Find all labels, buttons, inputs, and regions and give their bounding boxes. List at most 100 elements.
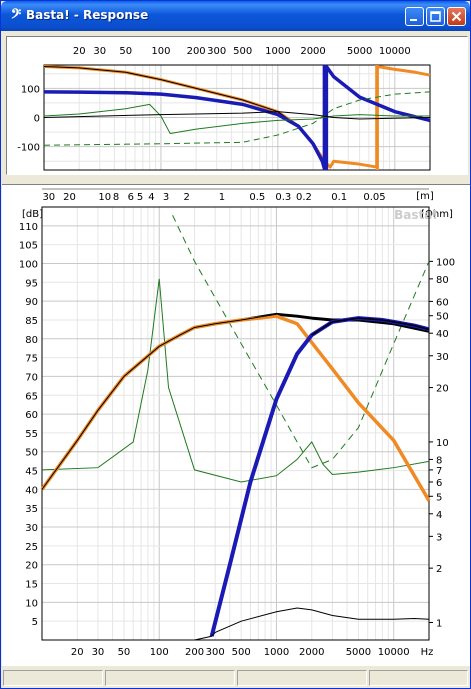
wavelength-tick-label: 0.1 [331,192,347,203]
impedance-dashed-curve [172,215,430,469]
phase-chart[interactable]: 20 30 50 100 200 300 500 1000 2000 5000 100001000-… [7,37,467,174]
phase-freq-tick-label: 20 [73,46,86,57]
wavelength-tick-label: 6 [128,192,134,203]
response-freq-tick-label: 50 [118,647,131,658]
phase-freq-tick-label: 200 [187,46,206,57]
wavelength-tick-label: 30 [42,192,55,203]
db-tick-label: 90 [25,297,38,308]
response-freq-tick-label: 5000 [346,647,371,658]
db-tick-label: 40 [25,485,38,496]
phase-freq-tick-label: 100 [151,46,170,57]
ohm-tick-label: 80 [436,275,449,286]
response-freq-tick-label: 2000 [299,647,324,658]
response-chart[interactable]: [dB] [Ohm] [m] Basta! Hz 30 20 10 8 6 5 4 3 2 1 0.… [2,185,470,666]
db-tick-label: 65 [25,391,38,402]
top-axis-unit: [m] [416,191,434,202]
ohm-tick-label: 3 [436,532,442,543]
response-freq-tick-label: 10000 [378,647,410,658]
ohm-tick-label: 100 [436,257,455,268]
db-tick-label: 5 [32,617,38,628]
phase-y-tick-label: -100 [17,143,40,154]
db-tick-label: 105 [19,241,38,252]
db-tick-label: 35 [25,504,38,515]
response-freq-tick-label: 20 [71,647,84,658]
wavelength-tick-label: 0.2 [296,192,312,203]
sum-response-line [41,313,277,490]
phase-impedance-dashed-line [43,91,431,146]
ohm-tick-label: 2 [436,564,442,575]
phase-freq-tick-label: 2000 [300,46,325,57]
maximize-button[interactable] [426,7,445,26]
wavelength-tick-label: 20 [63,192,76,203]
wavelength-tick-label: 5 [137,192,143,203]
status-cell-2 [105,670,235,686]
db-tick-label: 50 [25,448,38,459]
phase-freq-tick-label: 500 [233,46,252,57]
response-freq-tick-label: 500 [232,647,251,658]
phase-y-tick-label: 100 [21,84,40,95]
maximize-icon [430,11,441,22]
ohm-tick-label: 1 [436,619,442,630]
db-tick-label: 45 [25,467,38,478]
wavelength-tick-label: 10 [98,192,111,203]
db-tick-label: 75 [25,354,38,365]
ohm-tick-label: 40 [436,329,449,340]
sum-response-high-line [311,317,430,336]
db-tick-label: 55 [25,429,38,440]
freq-axis-unit: Hz [421,647,434,658]
tweeter-response-line [209,316,430,637]
distortion-line [42,607,430,641]
phase-sum-thin-line [43,111,431,120]
phase-freq-tick-label: 300 [207,46,226,57]
wavelength-tick-label: 0.5 [249,192,265,203]
sum-response-outline [40,312,430,491]
phase-y-tick-label: 0 [34,114,40,125]
close-icon [451,11,462,22]
wavelength-tick-label: 1 [219,192,225,203]
response-plot-frame [41,206,430,641]
phase-impedance-line [43,103,430,135]
ohm-tick-label: 60 [436,297,449,308]
status-cell-3 [237,670,367,686]
db-tick-label: 20 [25,561,38,572]
db-tick-label: 25 [25,542,38,553]
db-tick-label: 15 [25,580,38,591]
response-freq-tick-label: 1000 [264,647,289,658]
wavelength-tick-label: 0.05 [363,192,385,203]
response-freq-tick-label: 100 [150,647,169,658]
right-axis-unit: [Ohm] [421,209,453,220]
wavelength-tick-label: 3 [163,192,169,203]
minimize-button[interactable] [405,7,424,26]
db-tick-label: 30 [25,523,38,534]
ohm-tick-label: 20 [436,384,449,395]
response-panel[interactable]: [dB] [Ohm] [m] Basta! Hz 30 20 10 8 6 5 4 3 2 1 0.… [2,184,470,666]
phase-freq-tick-label: 10000 [379,46,411,57]
response-freq-tick-label: 30 [92,647,105,658]
left-axis-unit: [dB] [22,209,43,220]
ohm-tick-label: 4 [436,510,442,521]
db-tick-label: 110 [19,222,38,233]
ohm-tick-label: 6 [436,478,442,489]
db-tick-label: 100 [19,259,38,270]
ohm-tick-label: 30 [436,352,449,363]
ohm-tick-label: 8 [436,455,442,466]
close-button[interactable] [447,7,466,26]
ohm-tick-label: 7 [436,466,442,477]
db-tick-label: 10 [25,598,38,609]
wavelength-tick-label: 0.3 [275,192,291,203]
panel-splitter[interactable] [1,176,470,182]
db-tick-label: 60 [25,410,38,421]
phase-freq-tick-label: 1000 [265,46,290,57]
db-tick-label: 95 [25,278,38,289]
phase-tweeter-line [43,64,431,171]
ohm-tick-label: 5 [436,492,442,503]
phase-panel[interactable]: 20 30 50 100 200 300 500 1000 2000 5000 10000 100 0-… [6,36,468,175]
wavelength-tick-label: 2 [184,192,190,203]
phase-freq-tick-label: 30 [93,46,106,57]
status-bar [1,667,470,688]
wavelength-tick-label: 4 [148,192,154,203]
response-freq-tick-label: 300 [206,647,225,658]
bass-clef-icon[interactable]: 𝄢 [10,6,22,25]
title-bar[interactable]: 𝄢 Basta! - Response [1,1,470,31]
